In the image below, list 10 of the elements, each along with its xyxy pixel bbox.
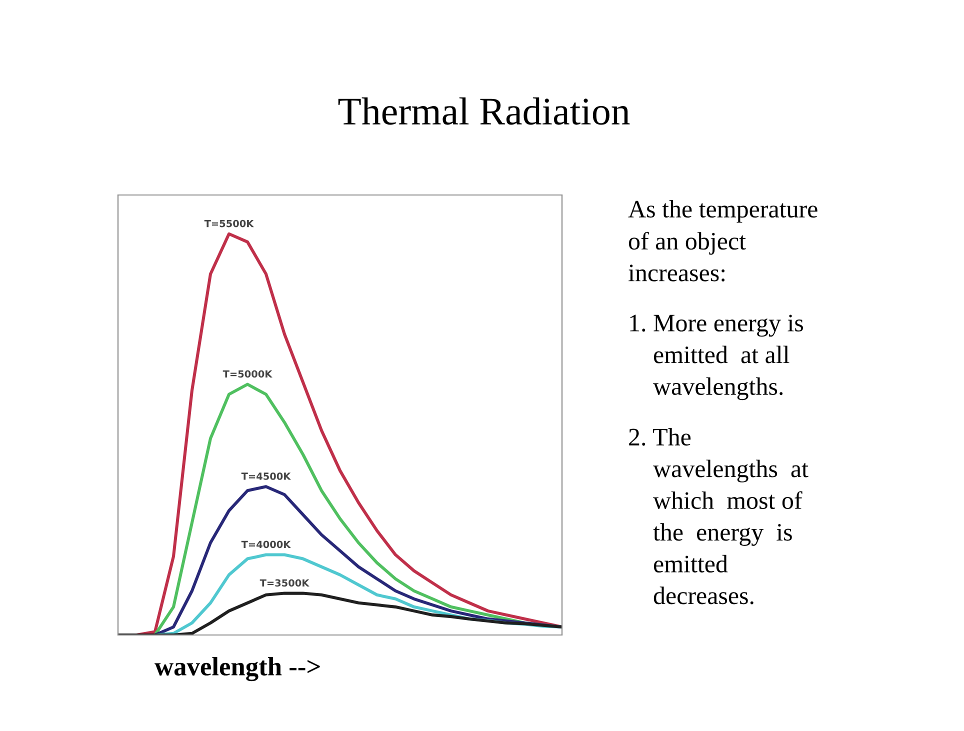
series-label: T=5500K <box>204 220 254 228</box>
series-label: T=4500K <box>241 472 291 480</box>
chart-title: Thermal Radiation <box>338 97 630 125</box>
text: As the temperature of an object increases: <box>628 200 818 282</box>
series-label: T=4000K <box>241 540 291 548</box>
text: 1. More energy is emitted at all wavelengths. <box>630 314 803 400</box>
text: 2. The wavelengths at which most of the energy is emitted decreases. <box>629 428 808 604</box>
x-axis-title: wavelength --> <box>154 657 320 682</box>
series-label: T=3500K <box>260 579 310 587</box>
series-label: T=5000K <box>222 370 272 378</box>
